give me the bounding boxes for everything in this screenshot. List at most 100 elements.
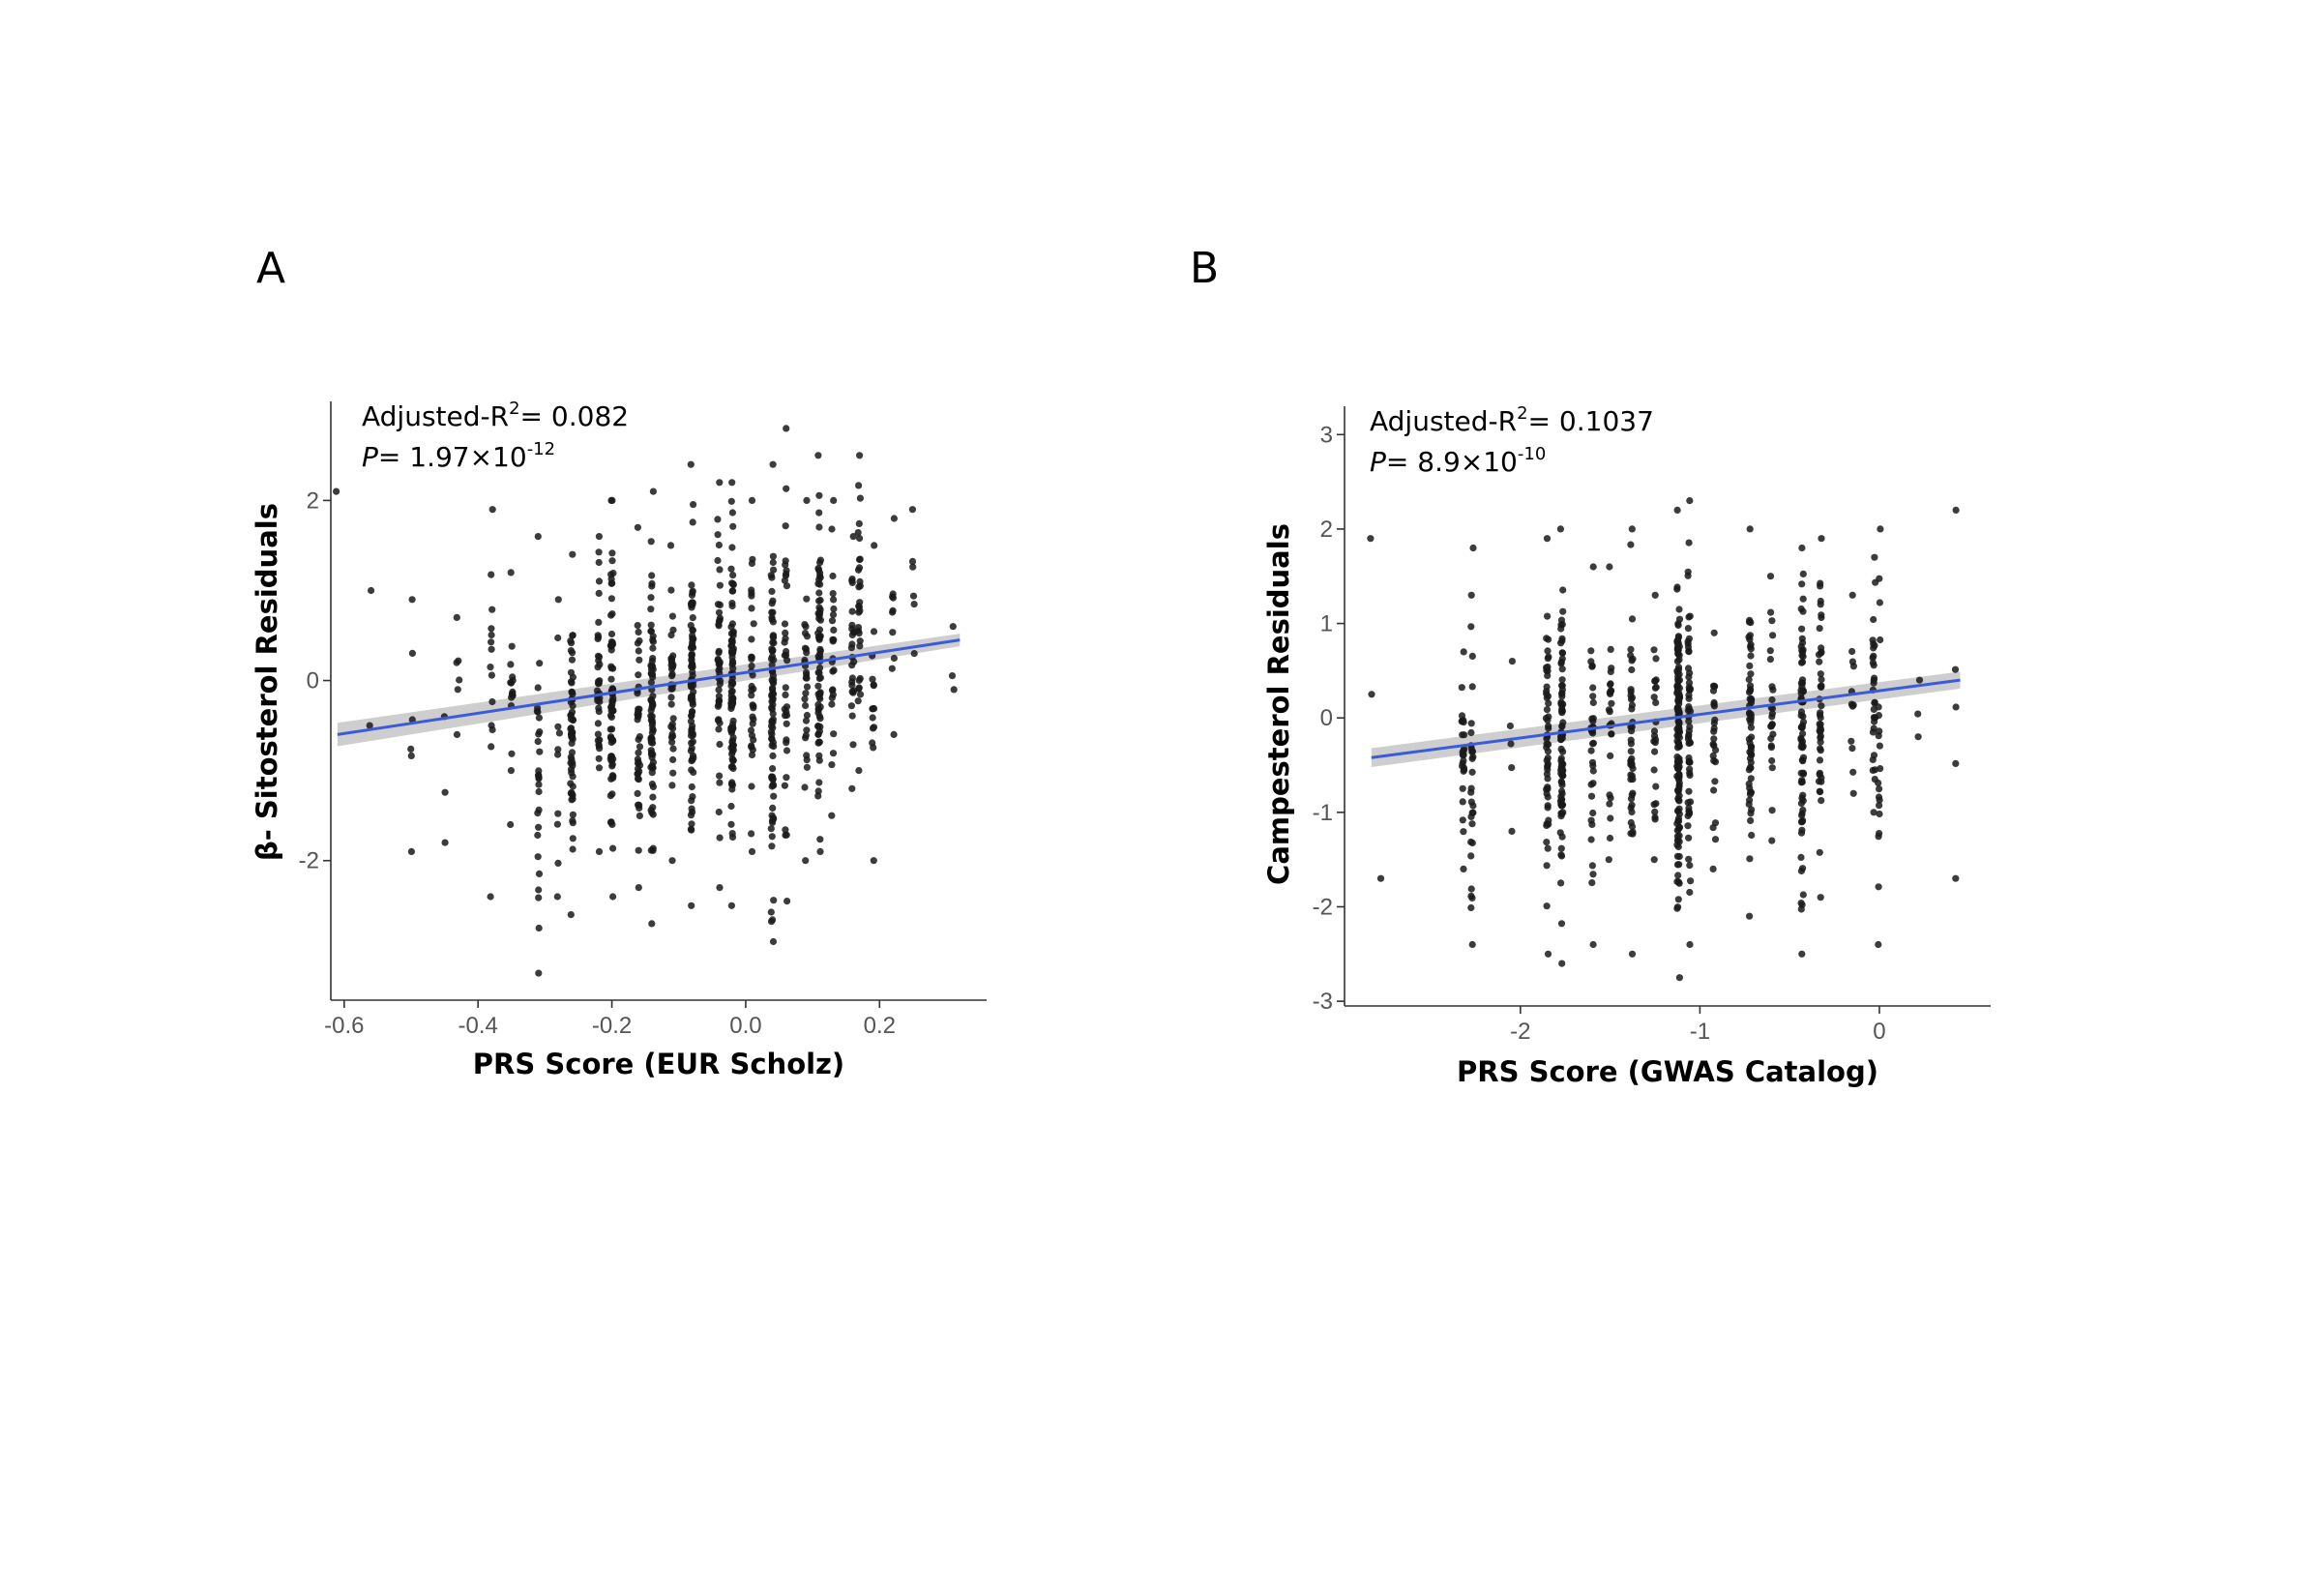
panel-b-data-point (1746, 784, 1754, 792)
panel-b-data-point (1746, 739, 1754, 747)
panel-a-data-point (848, 607, 856, 615)
panel-b-data-point (1589, 809, 1597, 817)
panel-b-data-point (1768, 764, 1776, 772)
panel-a-data-point (647, 594, 655, 602)
panel-b-data-point (1627, 818, 1635, 827)
panel-a-data-point (770, 639, 778, 647)
panel-b-data-point (1875, 779, 1882, 787)
panel-a-data-point (689, 729, 696, 738)
panel-a-data-point (569, 819, 576, 827)
panel-b-data-point (1685, 855, 1693, 863)
panel-b-data-point (1607, 645, 1614, 654)
panel-b-data-point (1951, 665, 1960, 673)
panel-b-data-point (1605, 856, 1612, 864)
panel-a-data-point (569, 702, 576, 710)
panel-a-x-ticks: -0.6 -0.4 -0.2 0.0 0.2 (324, 1000, 896, 1039)
panel-a-data-point (909, 592, 918, 600)
panel-a-data-point (567, 911, 575, 919)
panel-b-data-point (1606, 800, 1613, 808)
panel-a-data-point (509, 673, 517, 681)
panel-a-data-point (595, 754, 603, 762)
panel-b-data-point (1876, 575, 1883, 582)
panel-a-data-point (815, 738, 823, 746)
panel-b-data-point (1675, 861, 1683, 869)
panel-a-data-point (855, 685, 863, 693)
panel-a-data-point (748, 692, 755, 699)
panel-a-data-point (635, 884, 642, 892)
panel-b-data-point (1588, 715, 1596, 723)
panel-b-data-point (1686, 862, 1694, 870)
panel-a-data-point (606, 792, 614, 800)
panel-a-data-point (767, 655, 776, 663)
panel-a-data-point (715, 716, 723, 724)
panel-a-data-point (635, 628, 642, 636)
panel-b-data-point (1587, 816, 1595, 824)
panel-b-data-point (1652, 800, 1660, 808)
panel-b-data-point (1608, 730, 1615, 738)
panel-a-data-point (769, 552, 778, 560)
panel-b-data-point (1875, 793, 1883, 801)
panel-b-data-point (1767, 608, 1775, 616)
panel-a-data-point (609, 893, 617, 901)
panel-a-data-point (767, 908, 775, 916)
panel-a-data-point (748, 830, 755, 838)
panel-b-data-point (1652, 736, 1660, 744)
panel-b-data-point (1545, 816, 1552, 824)
panel-b-data-point (1745, 709, 1754, 717)
panel-a-data-point (714, 516, 722, 523)
panel-a-data-point (567, 637, 575, 645)
panel-a-data-point (534, 708, 542, 716)
panel-b-data-point (1877, 765, 1884, 773)
panel-b-data-point (1952, 874, 1960, 882)
panel-a-data-point (814, 452, 822, 459)
panel-a-data-point (748, 605, 755, 612)
panel-b-data-point (1587, 836, 1595, 843)
panel-a-data-point (668, 659, 676, 666)
panel-b-data-point (1768, 756, 1776, 765)
panel-a-data-point (950, 686, 958, 694)
panel-b-data-point (1952, 759, 1960, 768)
panel-a-data-point (782, 826, 789, 834)
panel-b-data-point (1798, 544, 1806, 552)
panel-a-p-exponent: -12 (527, 439, 555, 459)
panel-b-data-point (1674, 620, 1682, 628)
panel-b-data-point (1469, 802, 1477, 810)
panel-a-data-point (870, 857, 877, 865)
panel-a-data-point (456, 676, 463, 684)
panel-a-fit-line-layer (337, 638, 961, 736)
panel-a-data-point (815, 633, 824, 640)
panel-a-data-point (856, 577, 864, 586)
panel-b-data-point (1543, 756, 1551, 764)
panel-a-data-point (634, 708, 642, 716)
panel-a-data-point (635, 846, 642, 854)
panel-b-data-point (1710, 702, 1718, 710)
panel-b-data-point (1709, 682, 1718, 690)
panel-a-data-point (828, 525, 836, 533)
panel-b-data-point (1817, 670, 1824, 678)
panel-a-data-point (829, 610, 838, 619)
panel-b-data-point (1816, 721, 1823, 728)
panel-a-p-label: P (362, 441, 378, 473)
panel-b-data-point (1817, 601, 1824, 608)
panel-a-data-point (554, 859, 562, 868)
panel-b-data-point (1467, 728, 1475, 737)
panel-b-data-point (1589, 729, 1597, 737)
panel-b-data-point (1797, 853, 1805, 862)
panel-b-data-point (1869, 755, 1877, 764)
panel-b-data-point (1461, 731, 1468, 739)
panel-b-data-point (1557, 802, 1566, 810)
panel-b-data-point (1799, 797, 1807, 805)
panel-b-data-point (1589, 940, 1597, 949)
panel-a-data-point (689, 738, 697, 746)
panel-a-data-point (716, 581, 724, 589)
panel-b-data-point (1589, 767, 1597, 775)
panel-a-data-point (769, 813, 778, 822)
panel-a-data-point (768, 735, 776, 743)
panel-a-data-point (770, 743, 778, 751)
panel-a-data-point (635, 647, 642, 655)
panel-b-data-point (1875, 703, 1882, 711)
panel-a-data-point (715, 541, 724, 549)
panel-b-data-point (1797, 818, 1805, 826)
panel-b-data-point (1915, 676, 1924, 684)
panel-a-data-point (802, 690, 810, 697)
